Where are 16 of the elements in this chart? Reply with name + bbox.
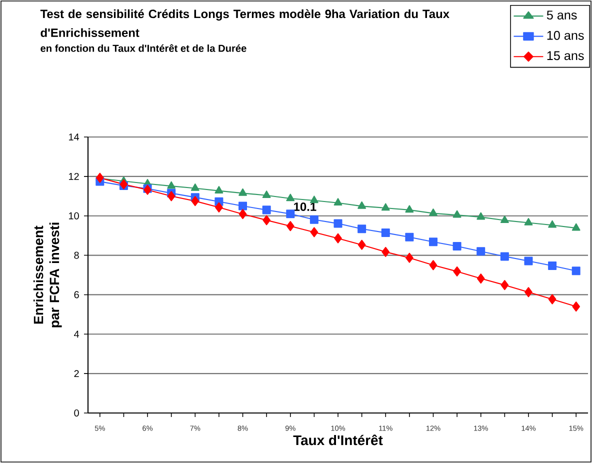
y-axis-title: Enrichissement par FCFA investi xyxy=(33,222,62,328)
chart-subtitle: en fonction du Taux d'Intérêt et de la Durée xyxy=(40,44,246,52)
y-tick-label: 6 xyxy=(74,291,79,298)
y-tick-label: 12 xyxy=(68,172,79,180)
y-tick-label: 10 xyxy=(68,212,79,220)
y-tick-label: 0 xyxy=(74,409,79,417)
data-label: 10.1 xyxy=(294,202,316,211)
legend-label: 15 ans xyxy=(547,51,584,60)
x-axis-title: Taux d'Intérêt xyxy=(293,434,383,446)
chart-title: Test de sensibilité Crédits Longs Termes modèle 9ha Variation du Taux d'Enrichissement xyxy=(40,9,450,38)
y-tick-label: 14 xyxy=(68,134,80,140)
y-tick-label: 2 xyxy=(74,370,79,378)
y-tick-label: 8 xyxy=(74,252,79,259)
legend-label: 10 ans xyxy=(547,30,584,40)
legend-label: 5 ans xyxy=(546,10,577,20)
y-tick-label: 4 xyxy=(74,330,80,338)
